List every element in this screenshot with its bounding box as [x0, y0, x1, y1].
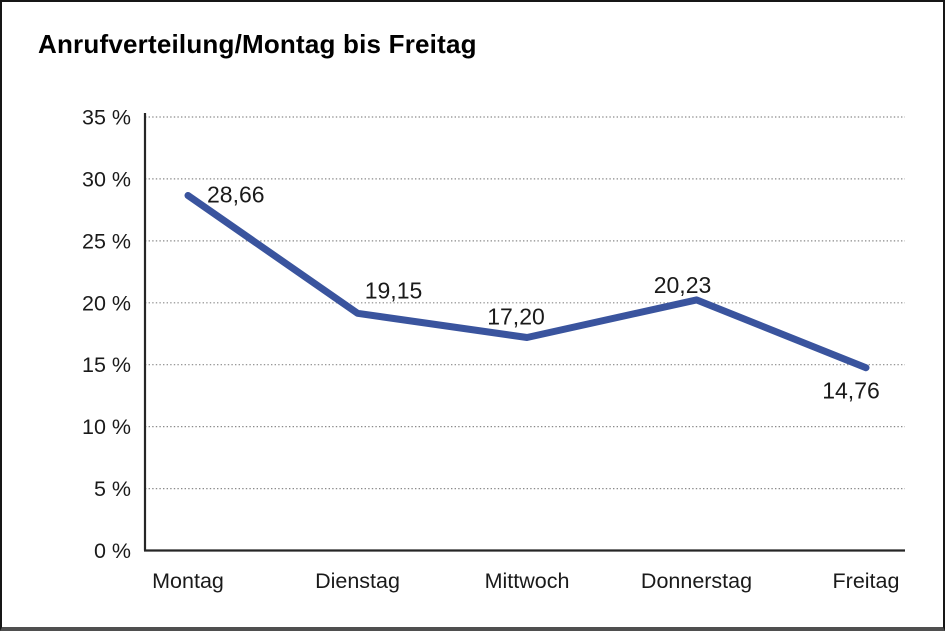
y-tick-label: 30 % — [82, 167, 131, 191]
x-tick-label: Dienstag — [315, 569, 400, 593]
x-tick-label: Donnerstag — [641, 569, 752, 593]
chart-title: Anrufverteilung/Montag bis Freitag — [38, 29, 477, 59]
y-tick-label: 25 % — [82, 229, 131, 253]
data-label: 19,15 — [365, 277, 423, 303]
y-tick-label: 0 % — [94, 539, 131, 563]
data-label: 28,66 — [207, 182, 265, 208]
data-label: 17,20 — [487, 304, 545, 330]
data-line — [184, 192, 870, 372]
data-label: 20,23 — [654, 272, 712, 298]
x-tick-label: Mittwoch — [485, 569, 570, 593]
y-tick-label: 20 % — [82, 291, 131, 315]
x-tick-label: Freitag — [833, 569, 900, 593]
y-tick-label: 15 % — [82, 353, 131, 377]
y-tick-label: 5 % — [94, 477, 131, 501]
y-tick-label: 35 % — [82, 106, 131, 130]
data-label: 14,76 — [822, 378, 880, 404]
y-tick-label: 10 % — [82, 415, 131, 439]
x-tick-label: Montag — [152, 569, 224, 593]
